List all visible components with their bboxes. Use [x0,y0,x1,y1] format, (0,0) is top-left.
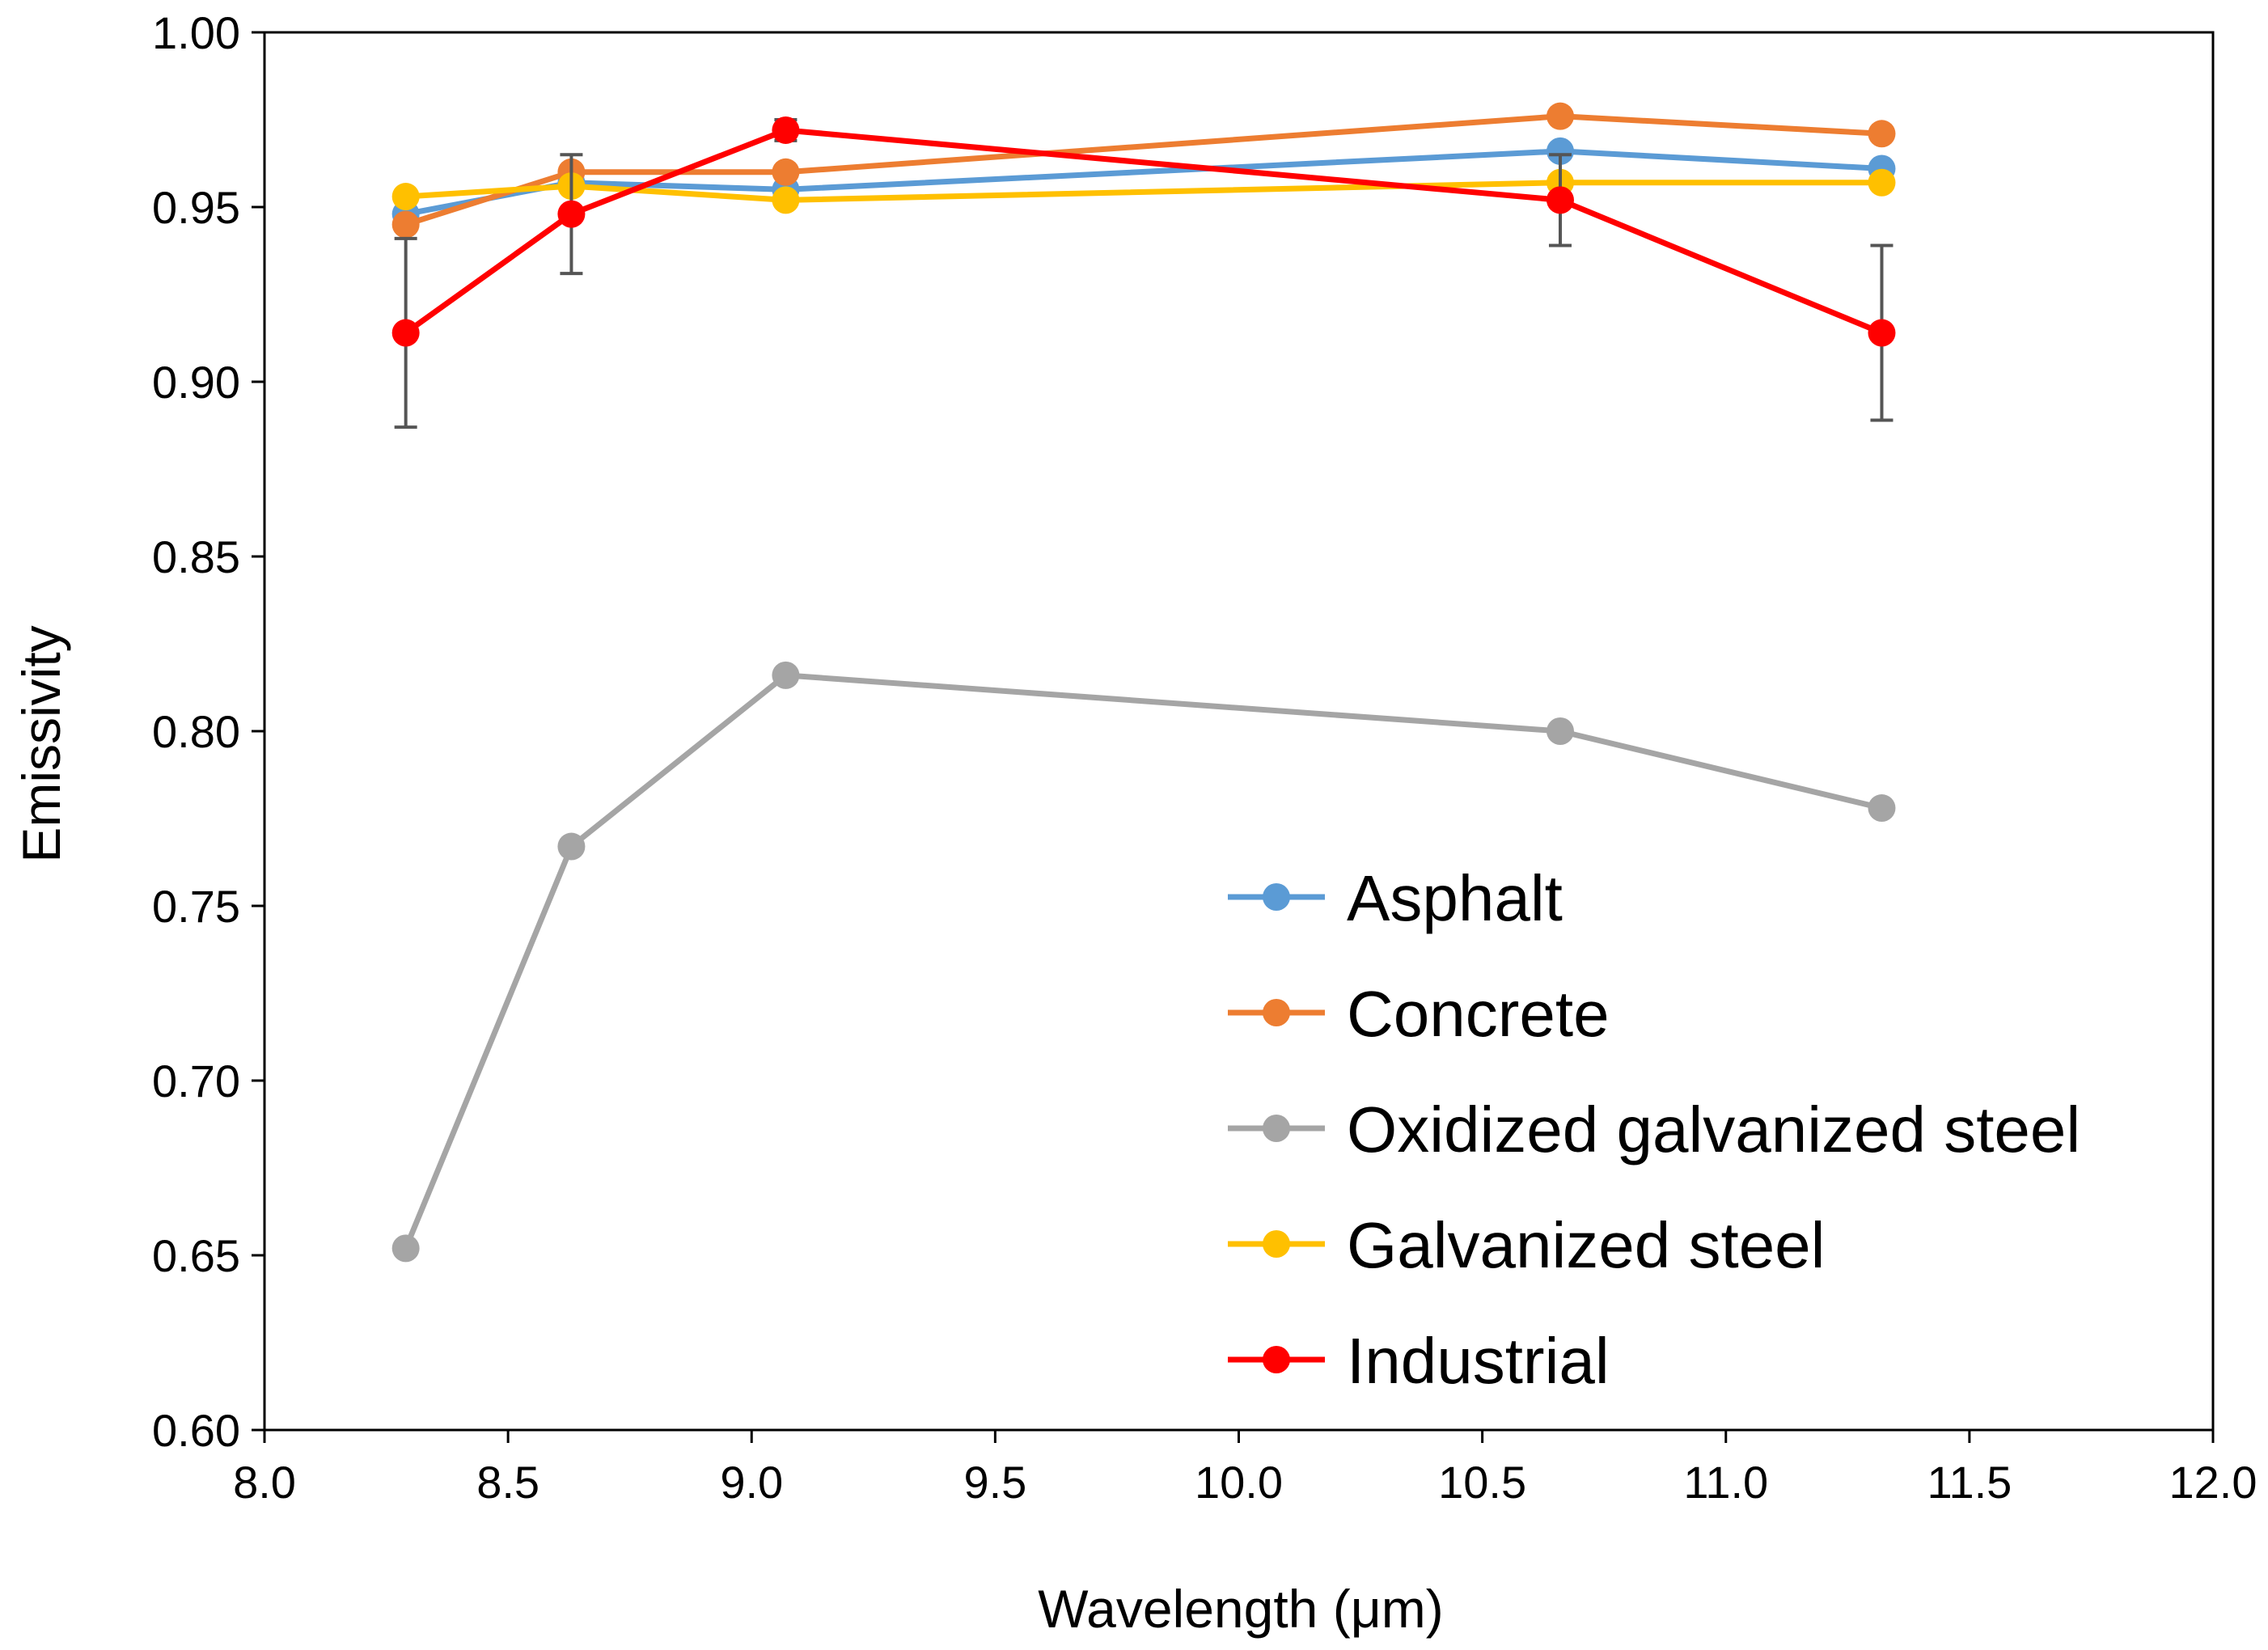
legend-swatch-marker [1263,1346,1290,1373]
plot-area [263,31,2215,1432]
legend-label: Oxidized galvanized steel [1347,1094,2080,1166]
legend-label: Concrete [1347,978,1610,1050]
data-point [391,183,420,211]
series-layer [391,102,1896,1263]
legend-item-industrial: Industrial [1228,1325,1610,1397]
series-industrial [391,116,1896,429]
data-point [391,1234,420,1263]
legend-item-oxidized-galvanized-steel: Oxidized galvanized steel [1228,1094,2080,1166]
y-axis-title: Emissivity [11,625,71,862]
y-tick-label: 0.75 [152,881,240,932]
legend-item-concrete: Concrete [1228,978,1610,1050]
legend: Asphalt Concrete Oxidized galvanized steel… [1228,862,2080,1397]
legend-swatch-marker [1263,883,1290,911]
data-point [557,832,586,861]
x-tick-label: 10.5 [1438,1457,1526,1508]
legend-swatch-marker [1263,999,1290,1026]
series-line-industrial [404,127,1883,336]
x-tick-label: 8.0 [233,1457,296,1508]
y-tick-label: 0.80 [152,706,240,757]
y-tick-label: 0.95 [152,182,240,233]
series-galvanized-steel [391,168,1896,214]
data-point [1546,186,1574,214]
legend-label: Galvanized steel [1347,1209,1825,1281]
legend-swatch-marker [1263,1230,1290,1258]
legend-swatch-marker [1263,1115,1290,1142]
data-point [1868,319,1896,347]
data-point [1868,120,1896,148]
legend-item-galvanized-steel: Galvanized steel [1228,1209,1825,1281]
data-point [1546,717,1574,745]
data-point [1546,102,1574,130]
y-tick-label: 1.00 [152,7,240,58]
x-tick-label: 9.0 [720,1457,783,1508]
data-point [772,186,800,214]
data-point [391,210,420,239]
legend-item-asphalt: Asphalt [1228,862,1563,934]
data-point [772,116,800,144]
data-point [1868,168,1896,197]
x-tick-label: 11.0 [1683,1457,1768,1508]
plot-frame [263,31,2215,1432]
x-tick-label: 8.5 [476,1457,539,1508]
legend-label: Asphalt [1347,862,1563,934]
data-point [391,319,420,347]
y-tick-label: 0.85 [152,531,240,582]
data-point [772,661,800,689]
x-axis-title: Wavelength (μm) [1038,1579,1443,1639]
data-point [1868,794,1896,823]
data-point [1546,137,1574,165]
x-tick-label: 9.5 [963,1457,1026,1508]
legend-label: Industrial [1347,1325,1610,1397]
y-tick-label: 0.65 [152,1230,240,1281]
x-tick-label: 11.5 [1927,1457,2012,1508]
data-point [557,200,586,228]
data-point [772,158,800,186]
y-tick-label: 0.60 [152,1405,240,1456]
series-oxidized-galvanized-steel [391,661,1896,1263]
y-tick-label: 0.70 [152,1056,240,1106]
x-tick-label: 10.0 [1195,1457,1283,1508]
y-tick-label: 0.90 [152,357,240,408]
axes: 8.0 8.5 9.0 9.5 10.0 10.5 11.0 11.5 12.0 0.60 0.65… [152,7,2257,1508]
x-tick-label: 12.0 [2169,1457,2257,1508]
